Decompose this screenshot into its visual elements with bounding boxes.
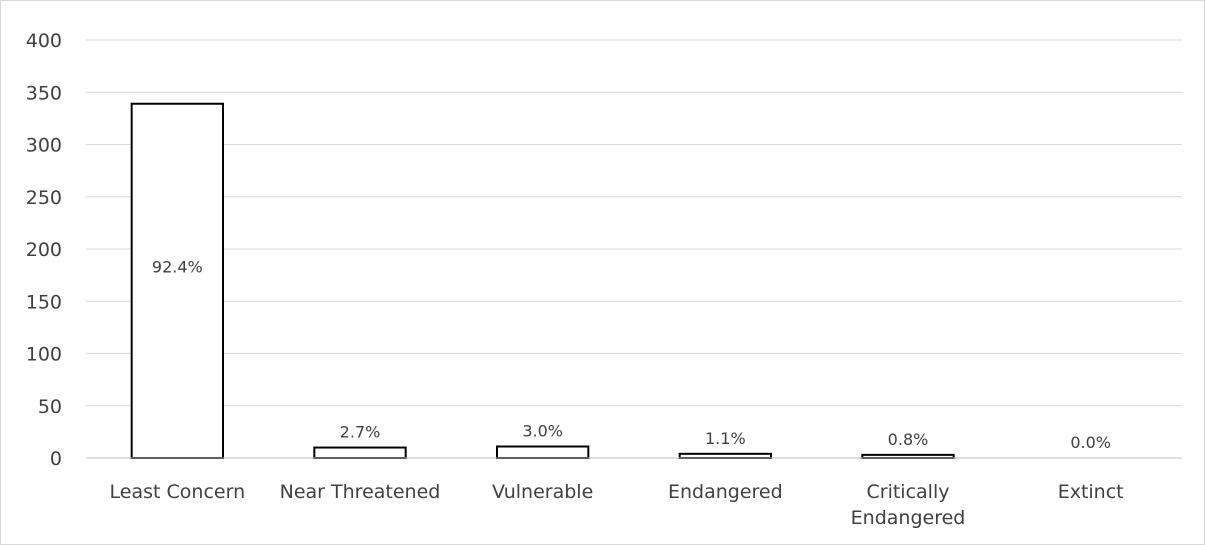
- category-label: Critically Endangered: [851, 481, 966, 529]
- y-tick-label: 50: [38, 396, 62, 418]
- bars: [130, 102, 955, 460]
- y-tick-label: 200: [26, 239, 62, 261]
- category-label: Near Threatened: [280, 481, 441, 503]
- category-labels: Least Concern Near Threatened Vulnerable En…: [110, 481, 1124, 529]
- category-label: Vulnerable: [492, 481, 593, 503]
- y-tick-label: 250: [26, 187, 62, 209]
- y-tick-label: 350: [26, 82, 62, 104]
- y-tick-label: 150: [26, 291, 62, 313]
- y-tick-label: 300: [26, 135, 62, 157]
- y-axis-tick-labels: 0 50 100 150 200 250 300 350 400: [26, 30, 62, 470]
- category-label: Extinct: [1058, 481, 1124, 503]
- bar: [313, 446, 407, 459]
- y-tick-label: 100: [26, 344, 62, 366]
- data-label: 1.1%: [705, 429, 746, 448]
- y-tick-label: 400: [26, 30, 62, 52]
- bar: [496, 445, 590, 460]
- data-label: 92.4%: [152, 258, 203, 277]
- data-label: 3.0%: [522, 422, 563, 441]
- category-label: Least Concern: [110, 481, 246, 503]
- bar: [678, 452, 773, 460]
- data-label: 0.8%: [888, 430, 929, 449]
- category-label: Endangered: [668, 481, 783, 503]
- gridlines: [86, 39, 1182, 407]
- bar: [130, 102, 225, 460]
- data-label: 0.0%: [1070, 433, 1111, 452]
- y-tick-label: 0: [50, 448, 62, 470]
- data-label: 2.7%: [340, 423, 381, 442]
- data-labels: 92.4% 2.7% 3.0% 1.1% 0.8% 0.0%: [152, 258, 1111, 452]
